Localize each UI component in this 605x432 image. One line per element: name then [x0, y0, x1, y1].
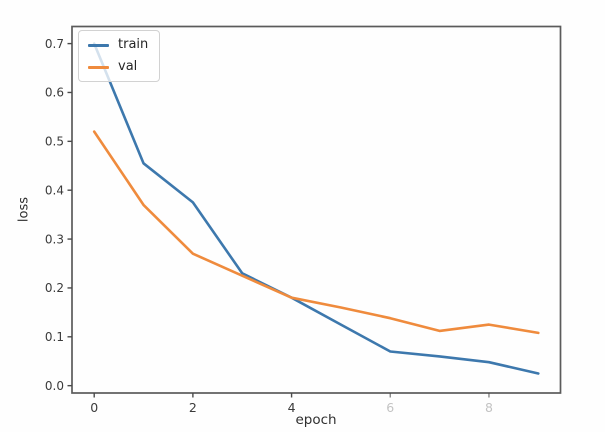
legend-item-val: val — [88, 59, 148, 75]
y-tick-label: 0.2 — [45, 281, 64, 295]
legend-label-val: val — [118, 59, 138, 74]
legend-swatch-train-icon — [88, 43, 109, 47]
y-tick-label: 0.3 — [45, 232, 64, 246]
x-tick-label: 4 — [288, 400, 296, 415]
x-tick-label: 8 — [485, 400, 493, 415]
plot-border — [71, 25, 562, 394]
chart-legend: train val — [78, 30, 161, 82]
x-axis-label: epoch — [295, 412, 337, 428]
legend-label-train: train — [118, 37, 149, 52]
y-tick-label: 0.4 — [45, 183, 64, 197]
legend-swatch-val-icon — [88, 65, 109, 69]
y-tick-label: 0.6 — [45, 86, 64, 100]
y-axis-label: loss — [16, 196, 32, 223]
y-tick-label: 0.5 — [45, 135, 64, 149]
x-tick-label: 6 — [386, 400, 394, 415]
legend-item-train: train — [88, 37, 148, 53]
series-line-val — [92, 130, 540, 335]
x-tick-label: 2 — [189, 400, 197, 415]
y-tick-label: 0.7 — [45, 37, 64, 51]
series-line-train — [92, 42, 540, 375]
x-tick-label: 0 — [90, 400, 98, 415]
y-tick-label: 0.1 — [45, 330, 64, 344]
y-tick-label: 0.0 — [45, 379, 64, 393]
